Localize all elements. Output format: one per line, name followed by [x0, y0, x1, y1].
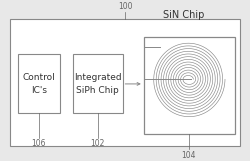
Text: 106: 106	[32, 139, 46, 148]
Text: Control
IC's: Control IC's	[22, 73, 55, 95]
Text: 104: 104	[182, 151, 196, 160]
Text: 100: 100	[118, 2, 132, 11]
Bar	[144, 37, 235, 134]
Text: SiN Chip: SiN Chip	[163, 10, 204, 20]
Bar	[18, 54, 60, 114]
Bar	[10, 19, 240, 146]
Bar	[72, 54, 122, 114]
Text: Integrated
SiPh Chip: Integrated SiPh Chip	[74, 73, 121, 95]
Text: 102: 102	[90, 139, 105, 148]
